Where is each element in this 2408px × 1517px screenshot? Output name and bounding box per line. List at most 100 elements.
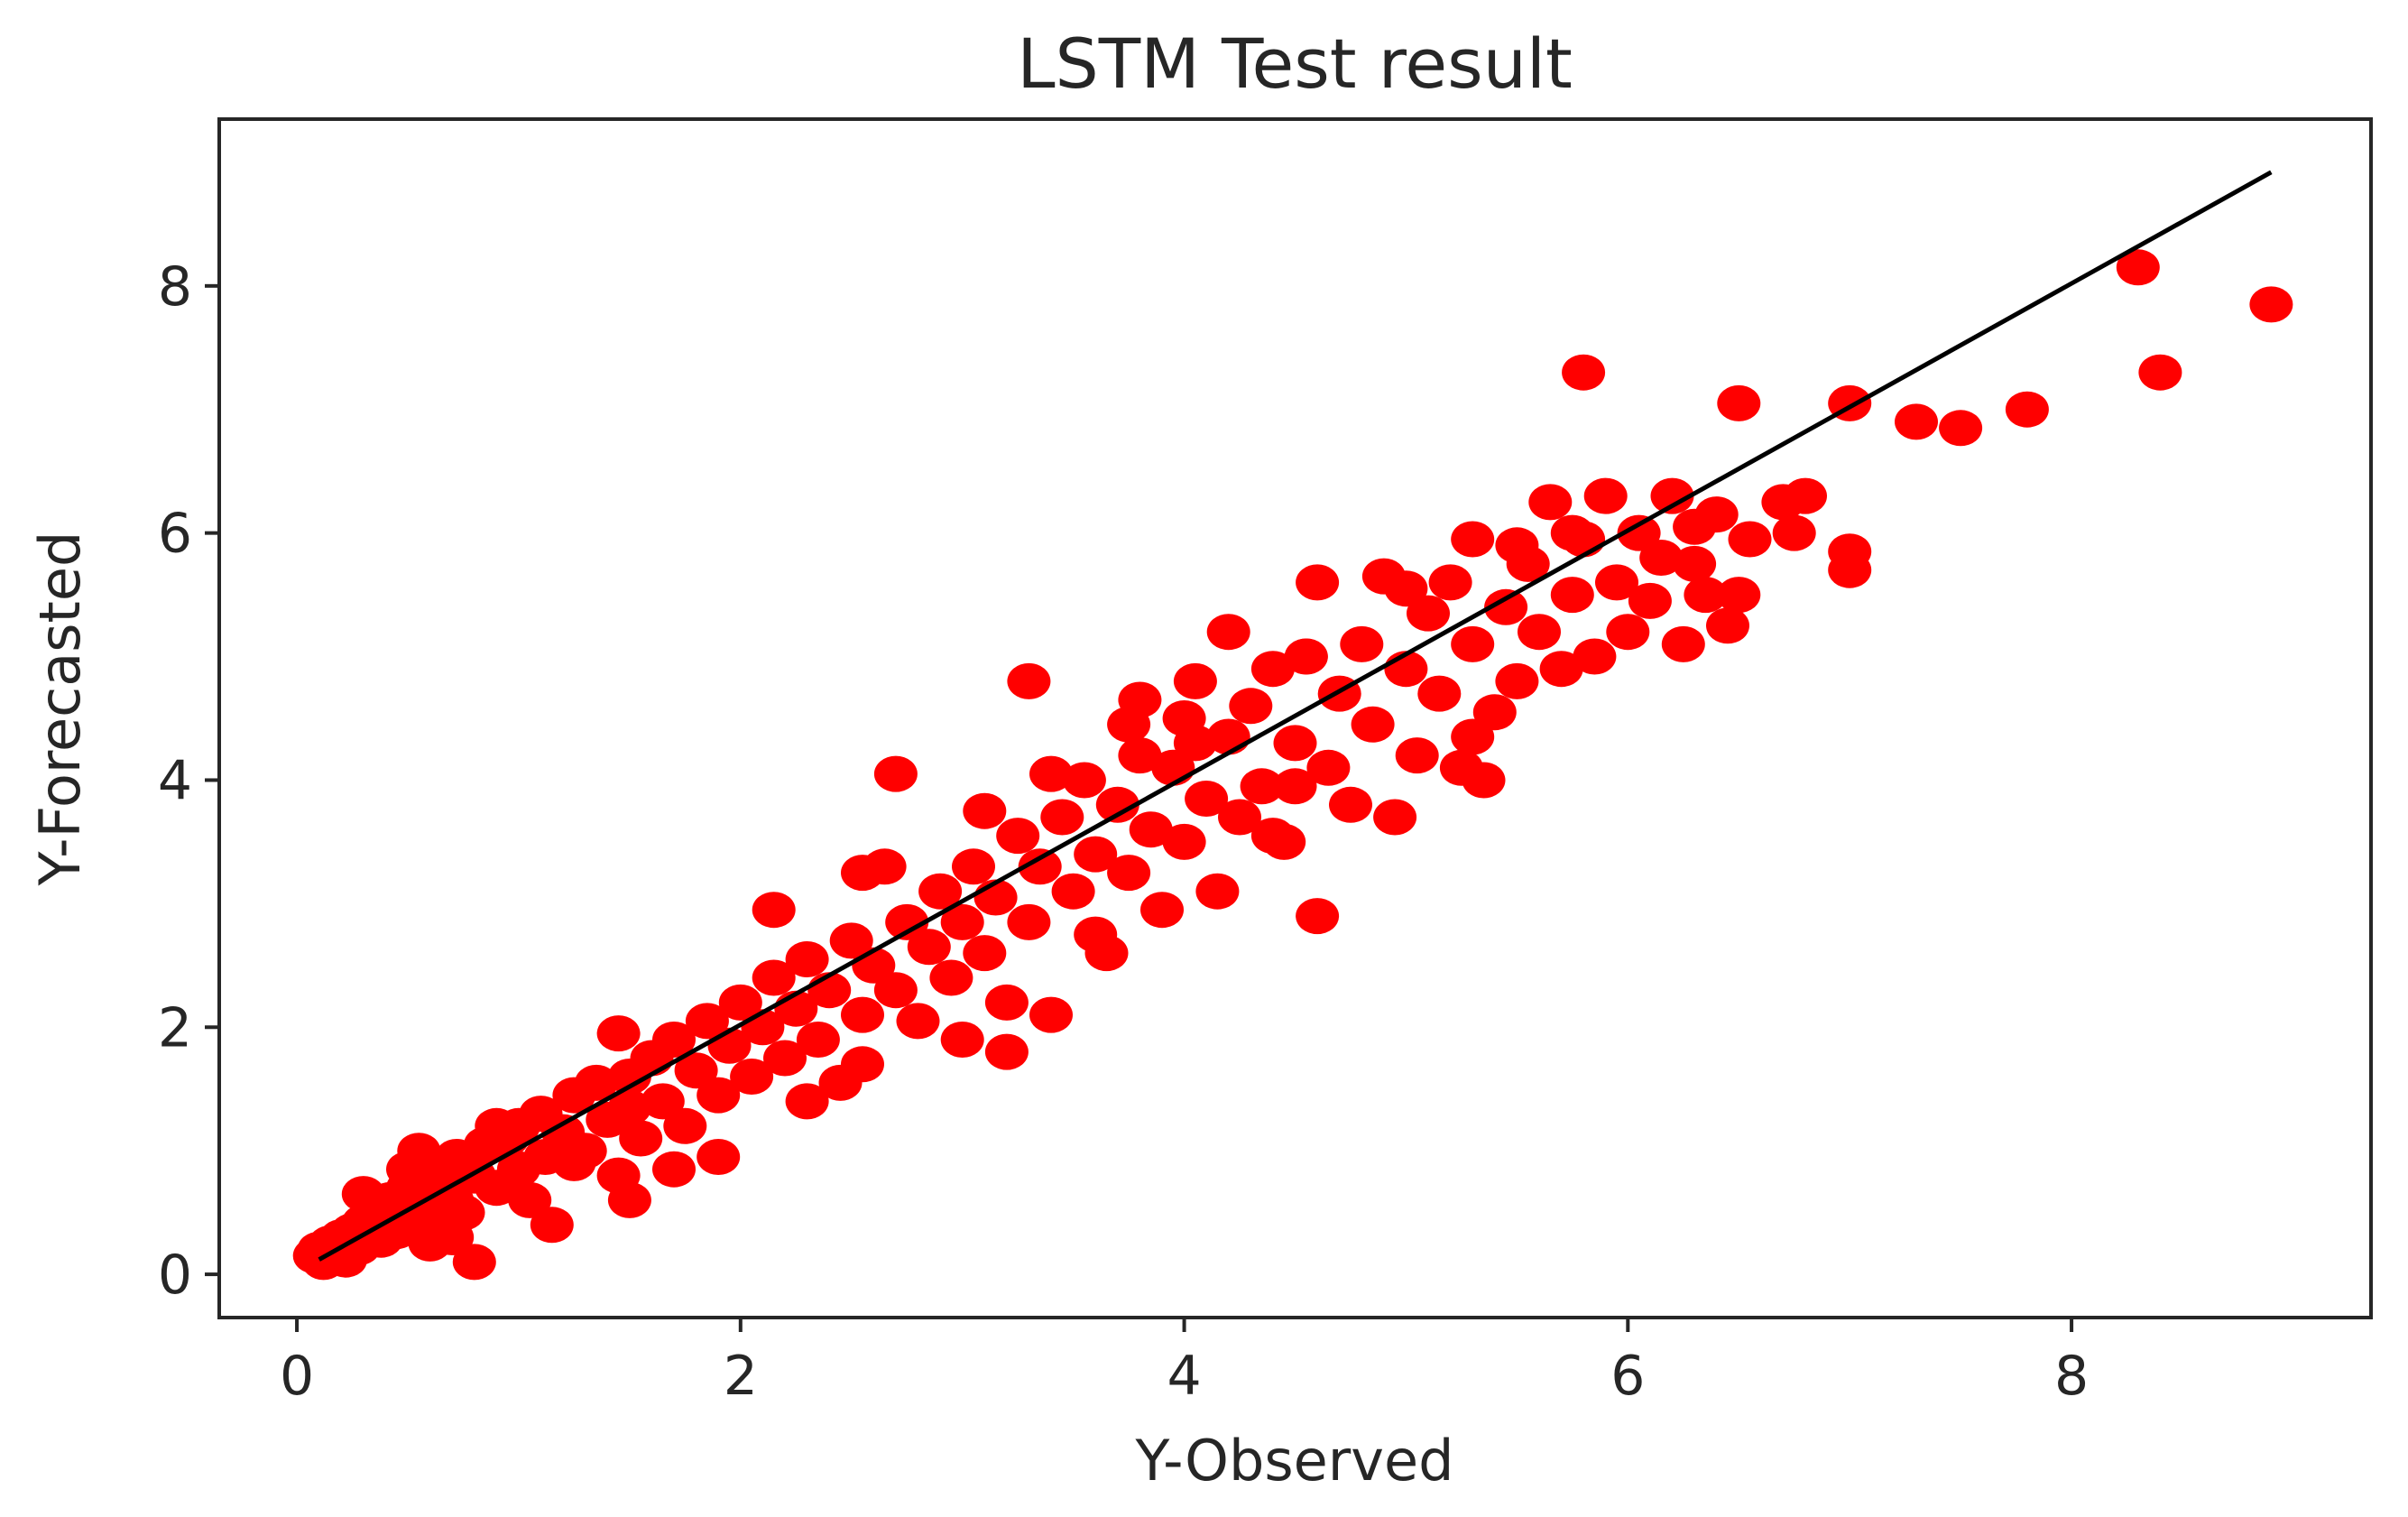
data-point (1639, 540, 1684, 576)
data-point (1451, 718, 1495, 755)
data-point (475, 1107, 519, 1144)
data-point (1040, 799, 1084, 836)
data-point (1539, 651, 1583, 688)
data-point (652, 1151, 696, 1188)
y-tick-label: 6 (158, 503, 192, 566)
data-point (918, 873, 963, 910)
data-point (1107, 706, 1151, 743)
data-point (1095, 786, 1139, 823)
data-point (1062, 762, 1106, 799)
data-point (752, 892, 796, 929)
data-point (1606, 614, 1650, 651)
data-point (2249, 286, 2293, 323)
y-axis-label: Y-Forecasted (27, 532, 93, 887)
data-point (1417, 675, 1462, 712)
data-point (1351, 706, 1395, 743)
x-tick-label: 8 (2054, 1345, 2089, 1408)
data-point (963, 935, 1007, 972)
data-point (785, 1083, 829, 1120)
data-point (1018, 848, 1062, 885)
data-point (1384, 570, 1428, 607)
data-point (1428, 564, 1472, 601)
data-point (1895, 403, 1938, 440)
data-point (1772, 514, 1816, 551)
data-point (963, 792, 1007, 829)
data-point (718, 984, 762, 1021)
data-point (530, 1207, 574, 1244)
data-point (873, 972, 918, 1009)
data-point (674, 1052, 718, 1089)
data-point (1273, 768, 1317, 805)
data-point (1007, 662, 1051, 699)
data-point (607, 1089, 651, 1126)
data-point (1562, 354, 1606, 391)
data-point (984, 1033, 1029, 1070)
data-point (430, 1219, 475, 1255)
data-point (1828, 551, 1872, 588)
data-point (452, 1244, 496, 1281)
data-point (1595, 564, 1638, 601)
data-point (952, 848, 995, 885)
y-tick-label: 0 (158, 1244, 192, 1307)
data-point (1284, 638, 1328, 675)
data-point (1051, 873, 1095, 910)
data-point (697, 1139, 741, 1175)
data-point (730, 1059, 774, 1095)
data-point (996, 818, 1040, 855)
data-point (1273, 725, 1317, 762)
data-point (1173, 725, 1217, 762)
data-point (1195, 873, 1240, 910)
y-tick-label: 8 (158, 255, 192, 319)
data-point (1074, 836, 1118, 873)
data-point (552, 1144, 596, 1181)
data-point (2116, 249, 2160, 286)
data-point (907, 929, 951, 966)
data-point (1218, 799, 1261, 836)
data-point (1495, 662, 1539, 699)
data-point (652, 1022, 696, 1058)
data-point (1162, 823, 1206, 860)
data-point (596, 1015, 641, 1052)
data-point (1495, 527, 1539, 564)
data-point (1617, 514, 1661, 551)
data-point (1673, 508, 1717, 545)
data-point (1206, 614, 1250, 651)
data-point (1395, 737, 1439, 774)
data-point (1673, 545, 1717, 582)
data-point (685, 1003, 729, 1040)
data-point (1173, 662, 1217, 699)
data-point (1373, 799, 1417, 836)
fit-line-layer (318, 170, 2273, 1262)
data-point (1306, 749, 1351, 786)
data-point (1340, 625, 1384, 662)
chart-title: LSTM Test result (1017, 23, 1573, 104)
data-point (1784, 477, 1827, 514)
data-point (841, 996, 884, 1033)
x-tick-label: 2 (724, 1345, 758, 1408)
data-point (873, 755, 918, 792)
data-point (1650, 477, 1694, 514)
data-point (1296, 898, 1340, 935)
x-axis-ticks: 0 2 4 6 8 (280, 1318, 2089, 1408)
data-point (1229, 688, 1273, 725)
data-point (697, 1077, 741, 1114)
data-point (1107, 855, 1151, 892)
data-point (1129, 811, 1173, 848)
data-point (1029, 755, 1073, 792)
data-point (607, 1181, 651, 1218)
data-point (1329, 786, 1372, 823)
data-point (2138, 354, 2182, 391)
data-point (1661, 625, 1705, 662)
data-point (619, 1120, 663, 1157)
x-tick-label: 0 (280, 1345, 314, 1408)
y-axis-ticks: 0 2 4 6 8 (158, 255, 219, 1307)
data-point (641, 1083, 685, 1120)
data-point (1296, 564, 1340, 601)
data-point (1462, 762, 1506, 799)
data-point (940, 903, 984, 940)
data-point (1451, 625, 1495, 662)
data-point (1717, 384, 1761, 421)
data-point (1140, 892, 1184, 929)
data-point (796, 1022, 840, 1058)
data-point (929, 959, 973, 996)
